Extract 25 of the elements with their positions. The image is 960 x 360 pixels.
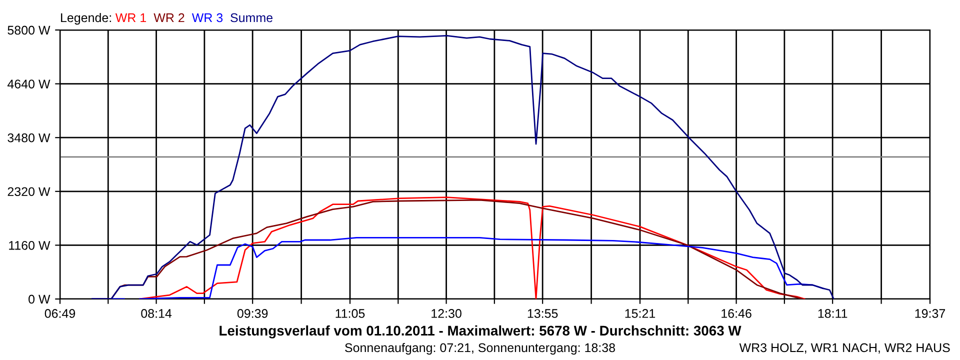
text: WR 2 [154,13,184,22]
x-tick-label: 11:05 [336,309,365,318]
x-tick-label: 13:55 [528,309,558,318]
legend-title: Legende: [61,12,111,25]
text: WR 3 [192,13,223,22]
text: Leistungsverlauf vom 01.10.2011 - Maximalwert: 5678 W - Durchschnitt: 3063 W [220,325,742,338]
x-tick-label: 15:21 [625,309,656,318]
x-tick-label: 18:11 [818,309,848,318]
y-tick-label: 5800 W [8,26,50,35]
y-tick-label: 4640 W [7,80,50,88]
text: WR3 HOLZ, WR1 NACH, WR2 HAUS [739,343,950,354]
text: WR 1 [115,13,146,22]
y-tick-label: 3480 W [8,133,50,142]
text: Summe [230,13,273,22]
x-tick-label: 06:49 [44,309,76,318]
text: Sonnenaufgang: 07:21, Sonnenuntergang: 18:38 [345,342,616,355]
y-tick-label: 1160 W [9,241,50,250]
x-tick-label: 16:46 [722,309,752,318]
y-tick-label: 2320 W [8,187,50,196]
x-tick-label: 12:30 [432,309,462,318]
y-tick-label: 0 W [28,294,50,304]
x-tick-label: 19:37 [915,309,946,318]
x-tick-label: 09:39 [237,309,268,318]
line-series [91,34,834,299]
x-tick-label: 08:14 [141,309,172,318]
